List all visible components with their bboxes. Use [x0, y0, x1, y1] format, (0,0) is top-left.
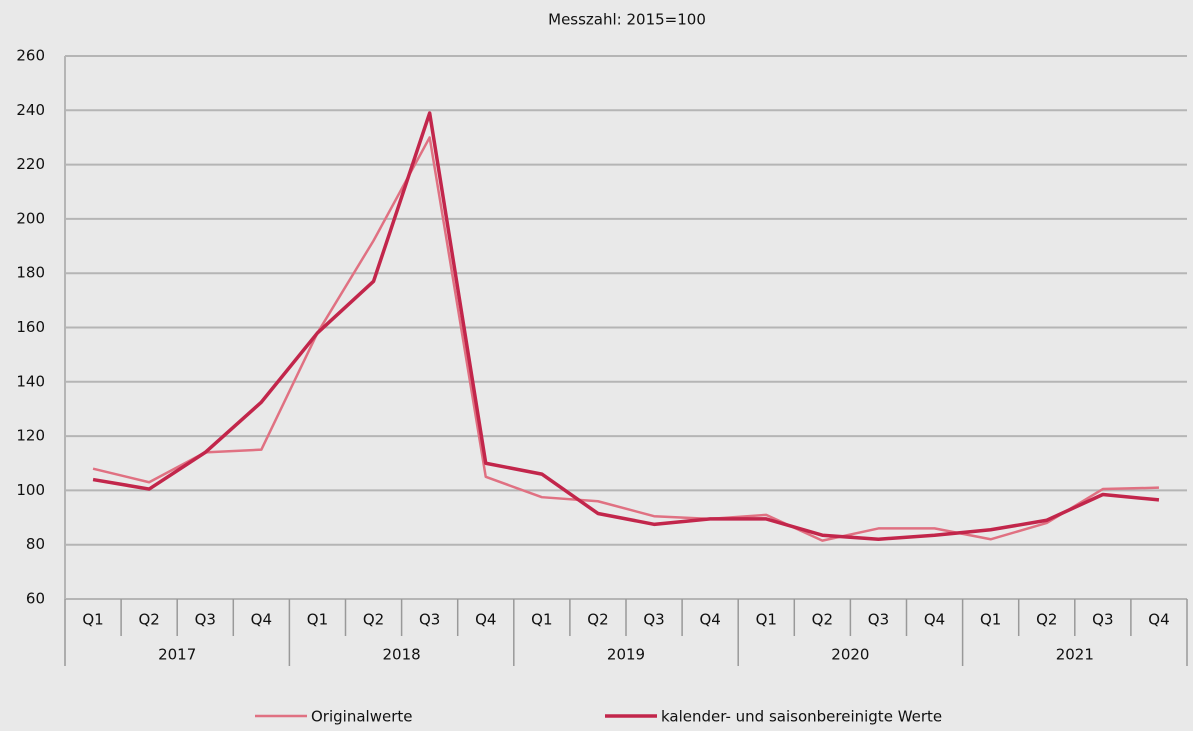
x-tick-label: Q3 [195, 611, 216, 629]
x-tick-label: Q2 [363, 611, 384, 629]
legend-label: Originalwerte [311, 708, 412, 726]
x-tick-label: Q2 [1036, 611, 1057, 629]
series-line [92, 111, 1160, 542]
x-tick-label: Q2 [138, 611, 159, 629]
x-tick-label: Q1 [531, 611, 552, 629]
x-tick-label: Q3 [419, 611, 440, 629]
x-tick-label: Q4 [475, 611, 496, 629]
x-tick-label: Q3 [868, 611, 889, 629]
x-tick-label: Q4 [1148, 611, 1169, 629]
chart-title: Messzahl: 2015=100 [548, 11, 706, 29]
x-group-label: 2019 [607, 646, 645, 664]
x-group-label: 2018 [383, 646, 421, 664]
series-line [92, 136, 1159, 542]
x-tick-label: Q3 [1092, 611, 1113, 629]
y-tick-label: 80 [26, 535, 45, 553]
y-tick-label: 140 [16, 372, 45, 390]
x-group-label: 2017 [158, 646, 196, 664]
x-tick-label: Q1 [980, 611, 1001, 629]
x-group-label: 2021 [1056, 646, 1094, 664]
x-tick-label: Q1 [307, 611, 328, 629]
x-tick-label: Q4 [924, 611, 945, 629]
x-tick-label: Q4 [251, 611, 272, 629]
legend-label: kalender- und saisonbereinigte Werte [661, 708, 942, 726]
y-tick-label: 220 [16, 155, 45, 173]
y-tick-label: 240 [16, 101, 45, 119]
x-tick-label: Q1 [756, 611, 777, 629]
x-group-label: 2020 [831, 646, 869, 664]
y-tick-label: 120 [16, 427, 45, 445]
y-tick-label: 260 [16, 47, 45, 65]
y-tick-label: 60 [26, 590, 45, 608]
x-tick-label: Q4 [699, 611, 720, 629]
x-tick-label: Q3 [643, 611, 664, 629]
x-tick-label: Q1 [82, 611, 103, 629]
y-tick-label: 100 [16, 481, 45, 499]
y-tick-label: 160 [16, 318, 45, 336]
x-tick-label: Q2 [812, 611, 833, 629]
y-tick-label: 200 [16, 209, 45, 227]
y-tick-label: 180 [16, 264, 45, 282]
x-tick-label: Q2 [587, 611, 608, 629]
